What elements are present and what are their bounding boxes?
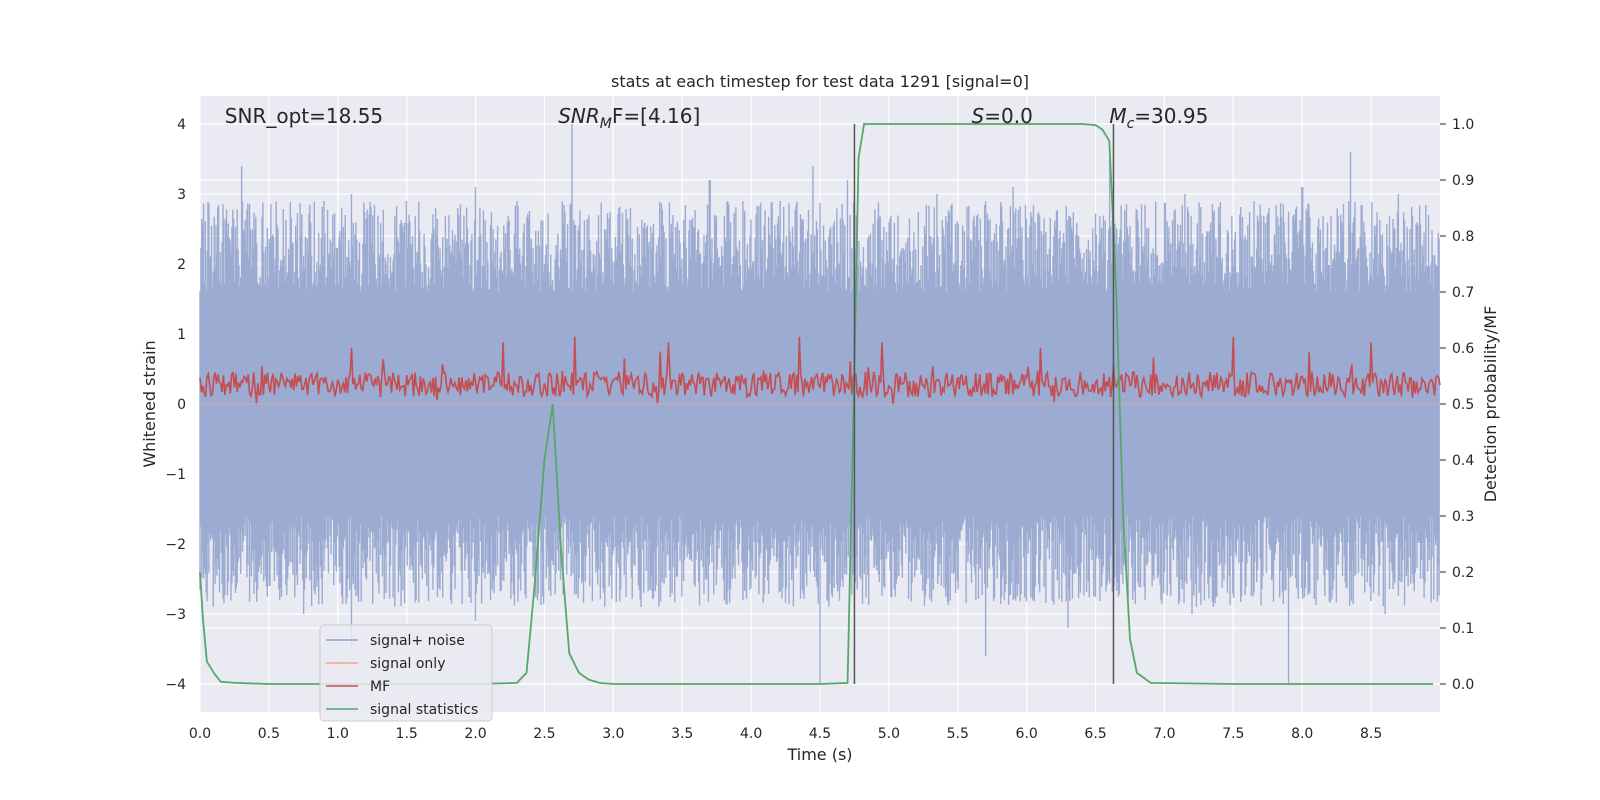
- legend-label-signal-noise: signal+ noise: [370, 633, 465, 649]
- y-tick-label-right: 0.3: [1452, 509, 1474, 525]
- right-axis-ticks: 1.0 0.9 0.8 0.7 0.6 0.5 0.4 0.3 0.2 0.1 0.0: [1440, 117, 1474, 693]
- y-tick-label-right: 0.9: [1452, 173, 1474, 189]
- y-tick-label-left: −3: [165, 607, 186, 623]
- x-axis-ticks: 0.0 0.5 1.0 1.5 2.0 2.5 3.0 3.5 4.0 4.5 5.0 5.5 6.0 6…: [189, 726, 1382, 742]
- legend: signal+ noise signal only MF signal stat…: [319, 624, 493, 722]
- y-tick-label-right: 0.4: [1452, 453, 1474, 469]
- legend-label-signal-only: signal only: [370, 656, 445, 672]
- x-tick-label: 7.0: [1153, 726, 1175, 742]
- x-tick-label: 6.0: [1016, 726, 1038, 742]
- x-tick-label: 4.5: [809, 726, 831, 742]
- y-tick-label-left: 4: [177, 117, 186, 133]
- x-tick-label: 5.5: [947, 726, 969, 742]
- annotation-snr-opt: SNR_opt=18.55: [225, 104, 383, 128]
- x-tick-label: 2.5: [533, 726, 555, 742]
- y-tick-label-left: 3: [177, 187, 186, 203]
- series-mf: [199, 336, 1441, 405]
- x-tick-label: 1.0: [327, 726, 349, 742]
- y-tick-label-right: 0.5: [1452, 397, 1474, 413]
- y-axis-label-left: Whitened strain: [140, 340, 159, 467]
- y-tick-label-right: 1.0: [1452, 117, 1474, 133]
- x-tick-label: 7.5: [1222, 726, 1244, 742]
- legend-box: [319, 624, 493, 722]
- x-tick-label: 1.5: [396, 726, 418, 742]
- y-tick-label-left: −1: [165, 467, 186, 483]
- x-tick-label: 6.5: [1084, 726, 1106, 742]
- x-tick-label: 5.0: [878, 726, 900, 742]
- legend-label-signal-statistics: signal statistics: [370, 702, 478, 718]
- y-tick-label-right: 0.0: [1452, 677, 1474, 693]
- y-tick-label-left: 1: [177, 327, 186, 343]
- y-tick-label-right: 0.8: [1452, 229, 1474, 245]
- y-tick-label-left: 0: [177, 397, 186, 413]
- x-tick-label: 0.5: [258, 726, 280, 742]
- x-tick-label: 4.0: [740, 726, 762, 742]
- annotation-s-val: S=0.0: [972, 104, 1033, 128]
- y-axis-label-right: Detection probability/MF: [1481, 306, 1500, 503]
- mf-line: [199, 336, 1441, 405]
- legend-label-mf: MF: [370, 679, 390, 695]
- y-tick-label-right: 0.2: [1452, 565, 1474, 581]
- x-tick-label: 8.5: [1360, 726, 1382, 742]
- chart-title: stats at each timestep for test data 129…: [611, 72, 1029, 91]
- x-tick-label: 0.0: [189, 726, 211, 742]
- annotation-snr-mf: SNRMF=[4.16]: [558, 104, 700, 132]
- y-tick-label-right: 0.1: [1452, 621, 1474, 637]
- x-tick-label: 3.5: [671, 726, 693, 742]
- x-axis-label: Time (s): [786, 745, 852, 764]
- y-tick-label-left: −4: [165, 677, 186, 693]
- x-tick-label: 8.0: [1291, 726, 1313, 742]
- y-tick-label-left: 2: [177, 257, 186, 273]
- y-tick-label-right: 0.6: [1452, 341, 1474, 357]
- vertical-markers: [853, 124, 1115, 684]
- annotation-mc-val: Mc=30.95: [1109, 104, 1208, 132]
- x-tick-label: 3.0: [602, 726, 624, 742]
- annotations: SNR_opt=18.55 SNRMF=[4.16] S=0.0 Mc=30.95: [225, 104, 1209, 132]
- y-tick-label-left: −2: [165, 537, 186, 553]
- x-tick-label: 2.0: [464, 726, 486, 742]
- left-axis-ticks: 4 3 2 1 0 −1 −2 −3 −4: [165, 117, 186, 693]
- y-tick-label-right: 0.7: [1452, 285, 1474, 301]
